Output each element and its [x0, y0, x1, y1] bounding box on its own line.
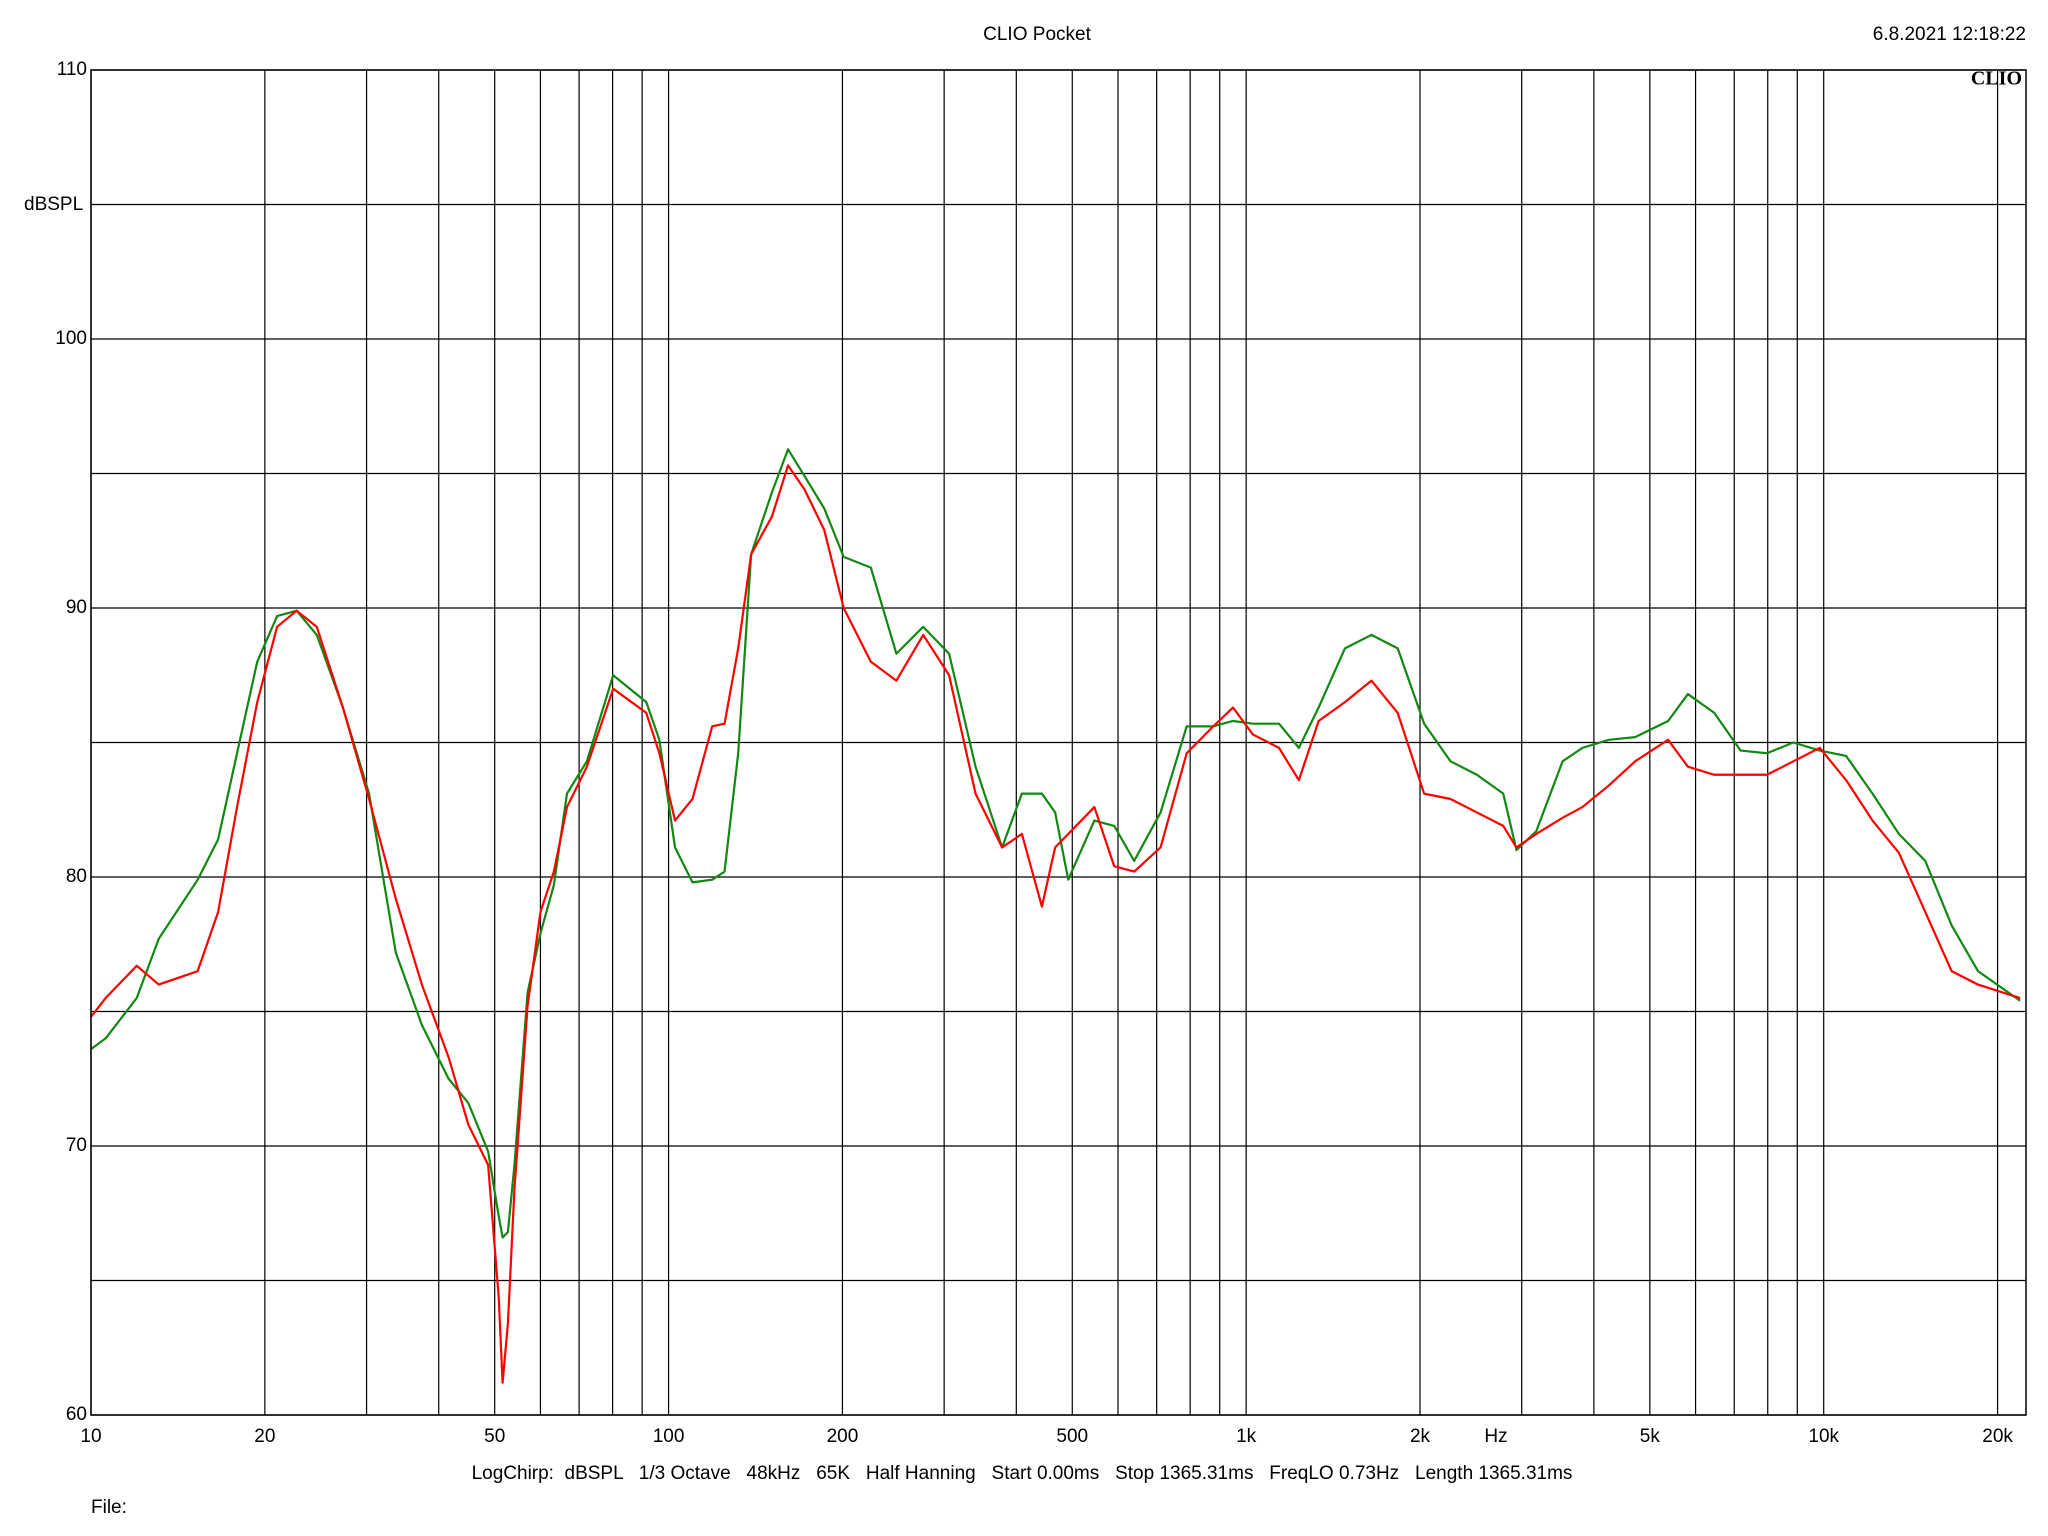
x-tick-label: 20k [1982, 1426, 2013, 1447]
plot-frame [90, 69, 2027, 1416]
x-tick-label: 1k [1236, 1426, 1257, 1447]
y-tick-label: 110 [57, 59, 87, 80]
timestamp: 6.8.2021 12:18:22 [1873, 24, 2026, 45]
settings: LogChirp: dBSPL 1/3 Octave 48kHz 65K Hal… [472, 1463, 1573, 1484]
logo: CLIO [1971, 68, 2022, 90]
x-tick-label: 100 [653, 1426, 685, 1447]
x-tick-label: 2k [1410, 1426, 1431, 1447]
x-tick-label: 10k [1808, 1426, 1839, 1447]
series-line [90, 448, 2021, 1239]
x-tick-label: 5k [1640, 1426, 1661, 1447]
x-tick-label: 10 [80, 1426, 101, 1447]
y-tick-label: 90 [66, 597, 87, 618]
y-tick-label: 80 [66, 866, 87, 887]
x-tick-label: 500 [1056, 1426, 1088, 1447]
y-axis-label: dBSPL [24, 194, 83, 215]
file-label: File: [91, 1497, 127, 1518]
y-tick-label: 70 [66, 1135, 87, 1156]
series-line [90, 464, 2021, 1384]
chart-title: CLIO Pocket [983, 24, 1091, 45]
y-tick-label: 60 [66, 1404, 87, 1425]
x-tick-label: 20 [254, 1426, 275, 1447]
y-tick-label: 100 [55, 328, 87, 349]
x-tick-label: 200 [827, 1426, 859, 1447]
x-axis-label: Hz [1484, 1426, 1507, 1447]
x-tick-label: 50 [484, 1426, 505, 1447]
